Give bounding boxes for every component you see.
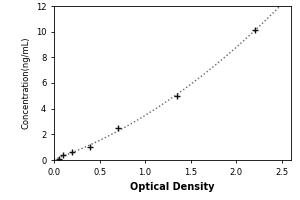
Y-axis label: Concentration(ng/mL): Concentration(ng/mL): [21, 37, 30, 129]
X-axis label: Optical Density: Optical Density: [130, 182, 215, 192]
